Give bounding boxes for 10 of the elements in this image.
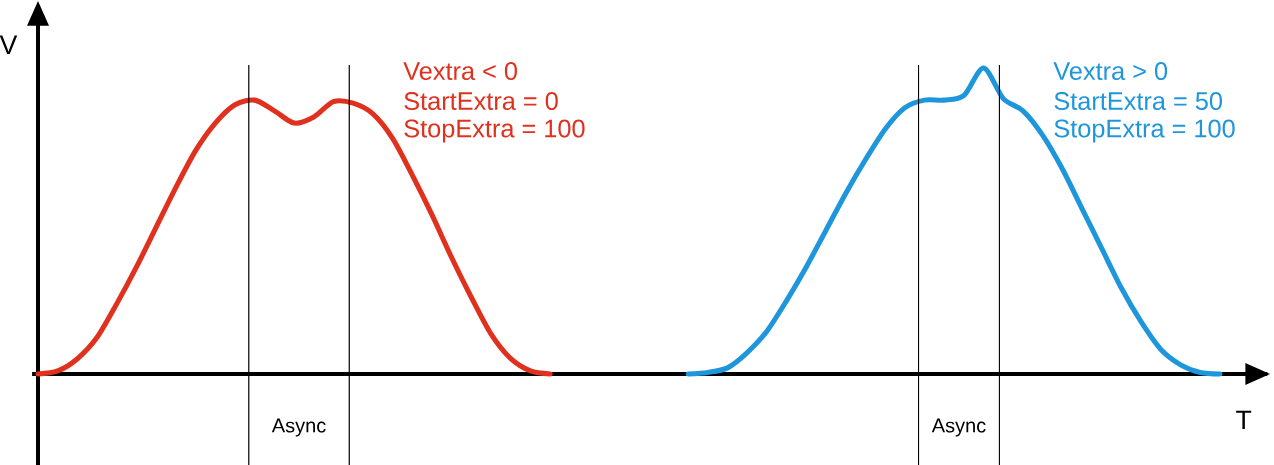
series-label: Vextra > 0 <box>1053 62 1168 81</box>
series-label: Vextra < 0 <box>403 62 517 81</box>
y-axis-title: V <box>0 35 18 54</box>
annotation: StopExtra = 100 <box>404 119 585 143</box>
text: Async <box>931 418 986 437</box>
text: Async <box>271 418 326 437</box>
x-axis-title: T <box>1236 410 1252 430</box>
annotation: StartExtra = 0 <box>404 92 558 111</box>
annotation: StopExtra = 100 <box>1054 119 1235 143</box>
annotation: StartExtra = 50 <box>1054 92 1222 111</box>
